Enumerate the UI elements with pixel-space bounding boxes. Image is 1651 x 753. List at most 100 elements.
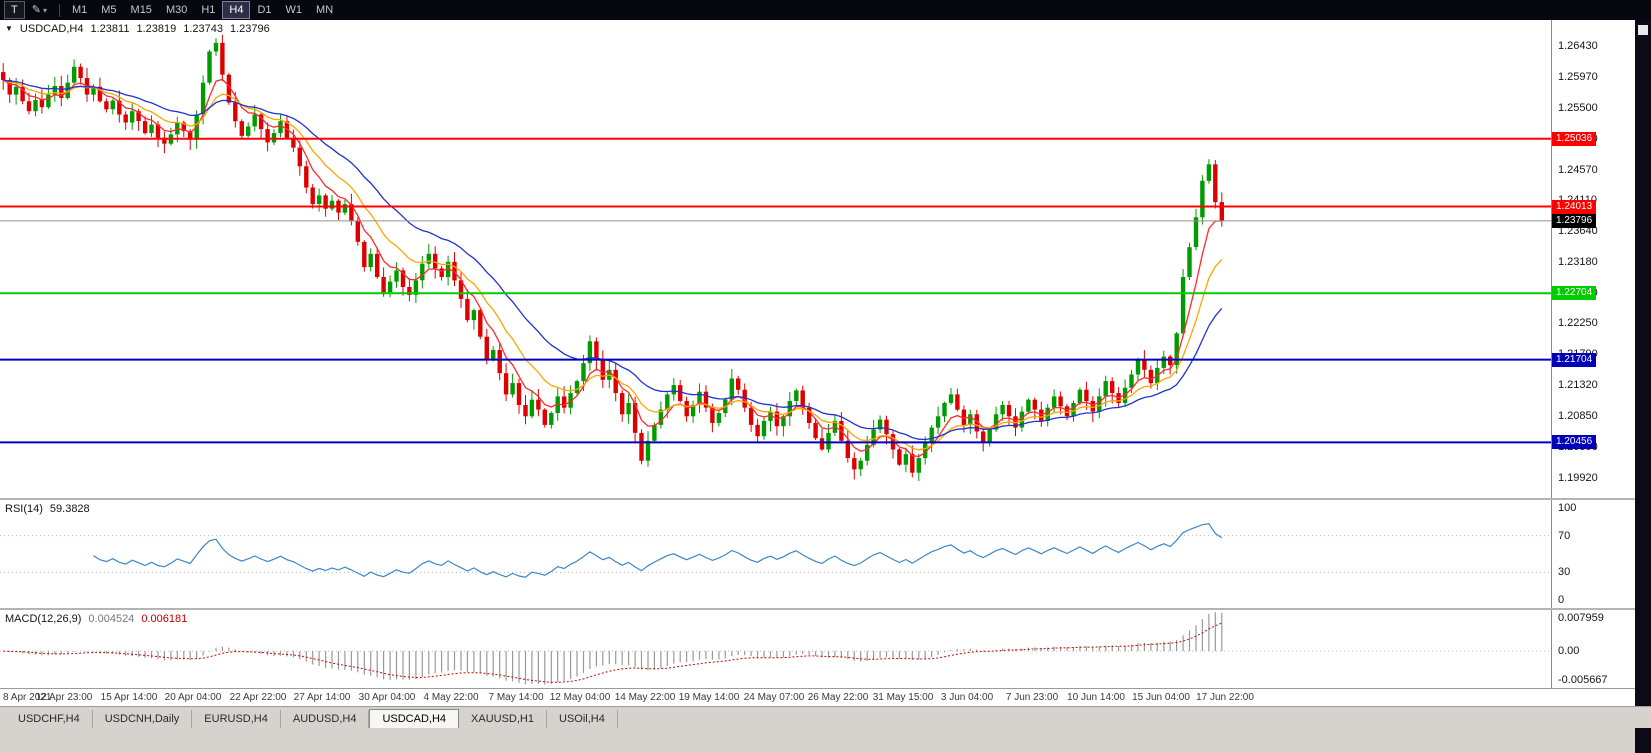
candle-body [123, 114, 128, 123]
cursor-tool-button[interactable]: T [4, 1, 25, 19]
candle-body [1180, 277, 1186, 334]
main-chart-canvas[interactable] [0, 20, 1551, 498]
timeframe-button-mn[interactable]: MN [316, 4, 334, 16]
objects-tool-button[interactable]: ✎ ▾ [25, 1, 54, 20]
tab-xauusd-h1[interactable]: XAUUSD,H1 [459, 710, 547, 728]
panel-separator[interactable] [0, 498, 1651, 500]
timeframe-button-w1[interactable]: W1 [285, 4, 303, 16]
candle-body [955, 394, 960, 410]
rsi-canvas[interactable] [0, 500, 1551, 608]
candle-body [987, 429, 992, 443]
time-axis-label: 8 Apr 2021 [3, 692, 52, 703]
candle-body [910, 454, 915, 473]
time-axis-label: 22 Apr 22:00 [229, 692, 287, 703]
candle-body [961, 409, 967, 425]
macd-label: MACD(12,26,9) 0.004524 0.006181 [5, 613, 187, 625]
rsi-plot[interactable]: RSI(14) 59.3828 [0, 500, 1551, 608]
time-axis-label: 4 May 22:00 [423, 692, 479, 703]
tab-usoil-h4[interactable]: USOil,H4 [547, 710, 618, 728]
toolbar-separator [58, 3, 60, 17]
timeframe-button-m1[interactable]: M1 [71, 4, 88, 16]
macd-axis: 0.007959 0.00 -0.005667 [1551, 610, 1635, 688]
candle-body [342, 204, 348, 213]
main-plot[interactable]: ▼ USDCAD,H4 1.23811 1.23819 1.23743 1.23… [0, 20, 1551, 498]
tab-usdcad-h4[interactable]: USDCAD,H4 [369, 709, 460, 728]
timeframe-button-d1[interactable]: D1 [257, 4, 272, 16]
candle-body [226, 74, 232, 103]
candle-body [1103, 381, 1108, 397]
price-axis-tick: 1.22250 [1558, 317, 1598, 329]
timeframe-button-m15[interactable]: M15 [130, 4, 152, 16]
candle-body [181, 122, 186, 132]
candle-body [794, 390, 799, 401]
candle-body [78, 66, 83, 79]
candle-body [542, 409, 547, 425]
price-axis-tick: 1.19920 [1558, 472, 1598, 484]
candle-body [20, 86, 25, 102]
price-axis[interactable]: 1.264301.259701.255001.250301.245701.241… [1551, 20, 1635, 498]
timeframe-button-m30[interactable]: M30 [165, 4, 188, 16]
rsi-axis-tick: 70 [1558, 530, 1571, 542]
candle-body [1187, 247, 1192, 277]
candle-body [1206, 164, 1212, 181]
macd-axis-tick: -0.005667 [1558, 674, 1608, 686]
candle-body [7, 80, 12, 95]
tab-usdcnh-daily[interactable]: USDCNH,Daily [93, 710, 193, 728]
candle-body [826, 432, 831, 450]
tab-usdchf-h4[interactable]: USDCHF,H4 [6, 710, 93, 728]
candle-body [142, 121, 148, 134]
candle-body [200, 82, 206, 115]
quote-open: 1.23811 [90, 23, 130, 35]
candle-body [239, 121, 244, 136]
time-axis-label: 12 Apr 23:00 [35, 692, 93, 703]
candle-body [852, 458, 857, 470]
candle-body [1135, 359, 1141, 375]
tab-eurusd-h4[interactable]: EURUSD,H4 [192, 710, 281, 728]
candle-body [620, 393, 625, 415]
macd-plot[interactable]: MACD(12,26,9) 0.004524 0.006181 [0, 610, 1551, 688]
panel-separator[interactable] [0, 608, 1651, 610]
candle-body [491, 350, 496, 360]
candle-body [117, 100, 122, 115]
candle-body [671, 385, 676, 395]
time-axis[interactable]: 8 Apr 2021 12 Apr 23:00 15 Apr 14:00 20 Apr… [0, 688, 1635, 706]
candle-body [1129, 374, 1134, 388]
candle-body [278, 121, 283, 134]
candle-body [1213, 164, 1218, 203]
moving-average-line [3, 79, 1223, 441]
macd-canvas[interactable] [0, 610, 1551, 688]
candle-body [33, 99, 38, 112]
candle-body [536, 399, 541, 410]
candle-body [136, 111, 141, 122]
candle-body [13, 86, 19, 95]
candle-body [407, 287, 412, 295]
chart-scrollbar-thumb[interactable] [1638, 25, 1648, 35]
candle-body [574, 381, 580, 393]
candle-body [1090, 401, 1095, 412]
candle-body [1019, 411, 1025, 428]
tab-audusd-h4[interactable]: AUDUSD,H4 [281, 710, 370, 728]
timeframe-button-h4[interactable]: H4 [222, 1, 251, 19]
candle-body [1161, 356, 1166, 368]
timeframe-button-m5[interactable]: M5 [101, 4, 117, 16]
candle-body [736, 378, 741, 390]
candle-body [549, 413, 554, 425]
candle-body [807, 407, 812, 423]
candle-body [297, 147, 302, 167]
candle-body [46, 94, 51, 108]
candle-body [1097, 396, 1102, 412]
candle-body [213, 42, 219, 52]
macd-name: MACD(12,26,9) [5, 613, 82, 625]
candle-body [903, 454, 909, 465]
candle-body [97, 86, 103, 102]
candle-body [497, 350, 502, 374]
candle-body [632, 403, 638, 433]
timeframe-button-h1[interactable]: H1 [201, 4, 216, 16]
candle-body [587, 341, 593, 364]
candle-body [445, 261, 451, 278]
one-click-trading-toggle[interactable]: ▼ [5, 24, 13, 33]
chart-scrollbar[interactable] [1635, 20, 1651, 706]
candle-body [220, 42, 225, 75]
candle-body [942, 403, 947, 417]
